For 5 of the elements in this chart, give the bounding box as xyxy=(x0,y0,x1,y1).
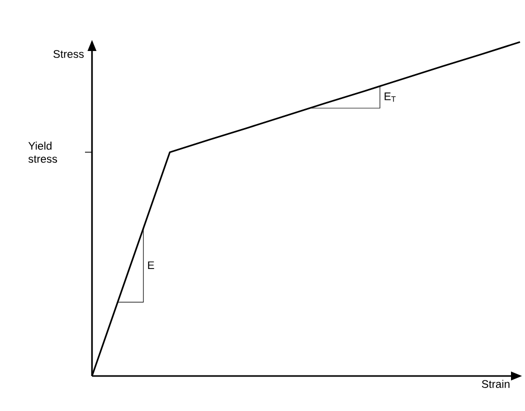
y-axis-title: Stress xyxy=(53,50,84,58)
x-axis-title: Strain xyxy=(482,380,510,388)
annotation: E xyxy=(148,261,154,270)
annotation: E$_{T}$ xyxy=(384,92,396,102)
text: Yield stress xyxy=(28,142,58,163)
